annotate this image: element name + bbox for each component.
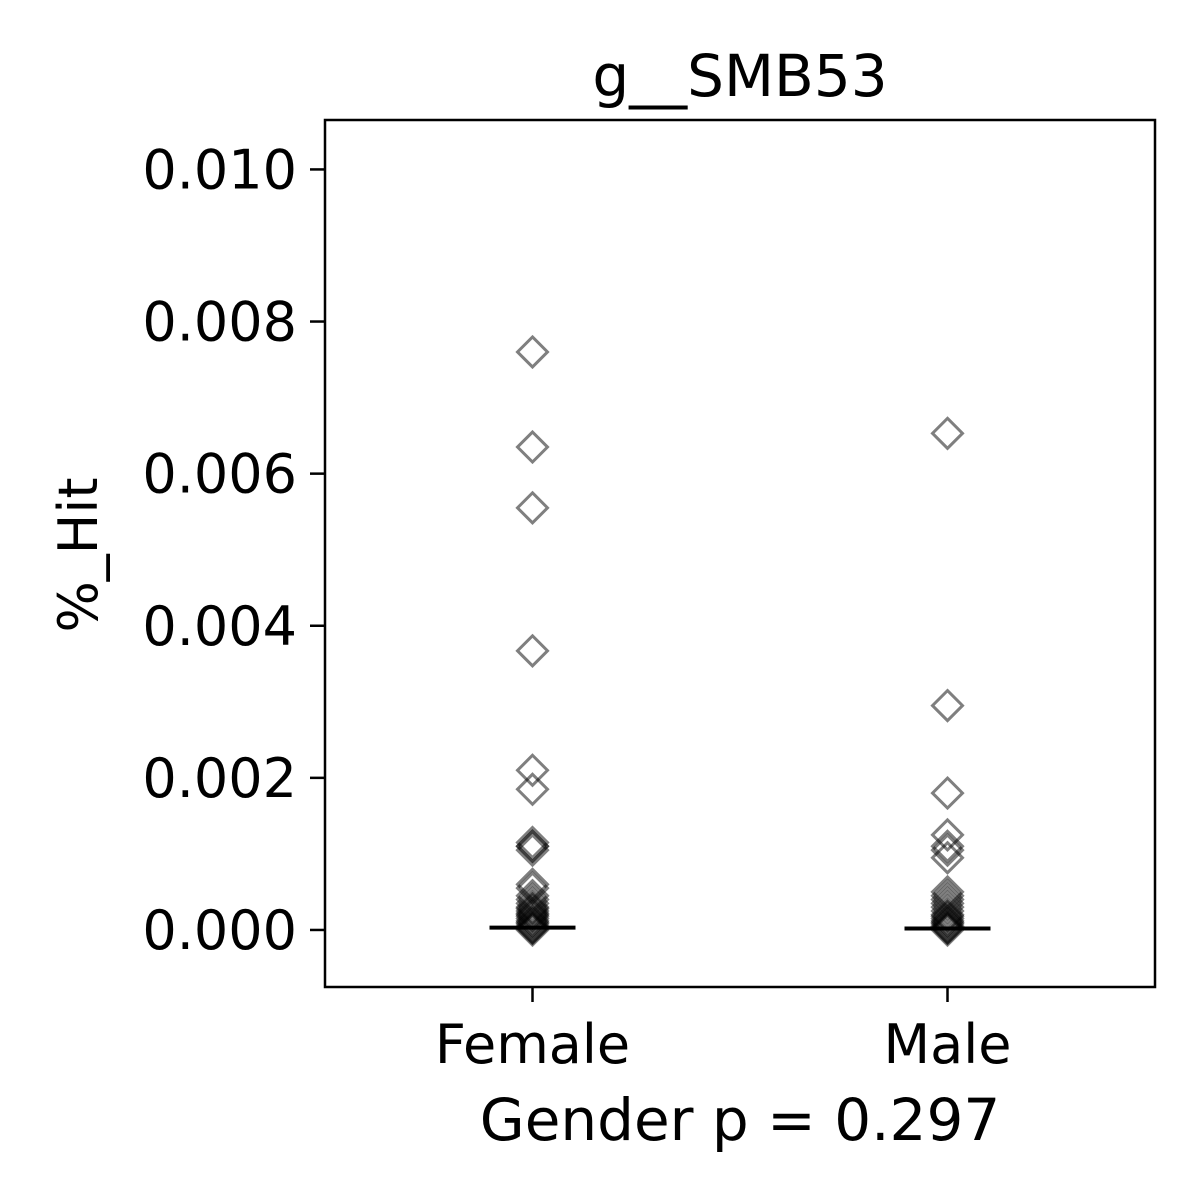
data-point — [930, 775, 965, 811]
data-point — [515, 886, 550, 921]
data-point — [515, 772, 550, 807]
data-point — [515, 490, 550, 525]
data-point — [930, 832, 965, 868]
data-point — [930, 899, 965, 934]
y-tick-label: 0.008 — [142, 291, 297, 354]
data-point — [930, 890, 965, 925]
data-point — [515, 832, 550, 868]
y-axis-label: %_Hit — [47, 477, 110, 632]
data-point — [930, 840, 965, 875]
y-axis: 0.000 0.002 0.004 0.006 0.008 0.010 — [142, 138, 325, 962]
data-point — [930, 817, 965, 853]
data-point — [930, 416, 965, 451]
data-point — [515, 901, 550, 936]
chart-title: g__SMB53 — [592, 42, 887, 110]
y-tick-label: 0.004 — [142, 595, 297, 658]
data-point — [515, 899, 550, 934]
data-point — [930, 829, 965, 864]
data-point — [930, 886, 965, 921]
x-axis: Female Male — [435, 987, 1012, 1076]
data-point — [930, 901, 965, 936]
data-point — [515, 429, 550, 465]
data-point — [515, 912, 550, 948]
data-point — [515, 334, 550, 370]
data-point — [930, 688, 965, 723]
x-tick-label: Female — [435, 1013, 630, 1076]
data-point — [515, 825, 550, 860]
data-point — [930, 893, 965, 929]
plot-frame — [323, 118, 1157, 989]
y-tick-label: 0.002 — [142, 747, 297, 810]
median-layer — [489, 925, 991, 931]
x-axis-label: Gender p = 0.297 — [480, 1086, 1001, 1154]
data-point — [515, 753, 550, 788]
data-point — [515, 906, 550, 941]
data-point — [930, 906, 965, 941]
y-tick-label: 0.006 — [142, 443, 297, 506]
x-tick-label: Male — [884, 1013, 1012, 1076]
points-layer — [515, 334, 965, 948]
data-point — [515, 633, 550, 668]
data-point — [515, 829, 550, 864]
y-tick-label: 0.010 — [142, 138, 297, 201]
data-point — [930, 912, 965, 948]
y-tick-label: 0.000 — [142, 899, 297, 962]
data-point — [515, 891, 550, 926]
